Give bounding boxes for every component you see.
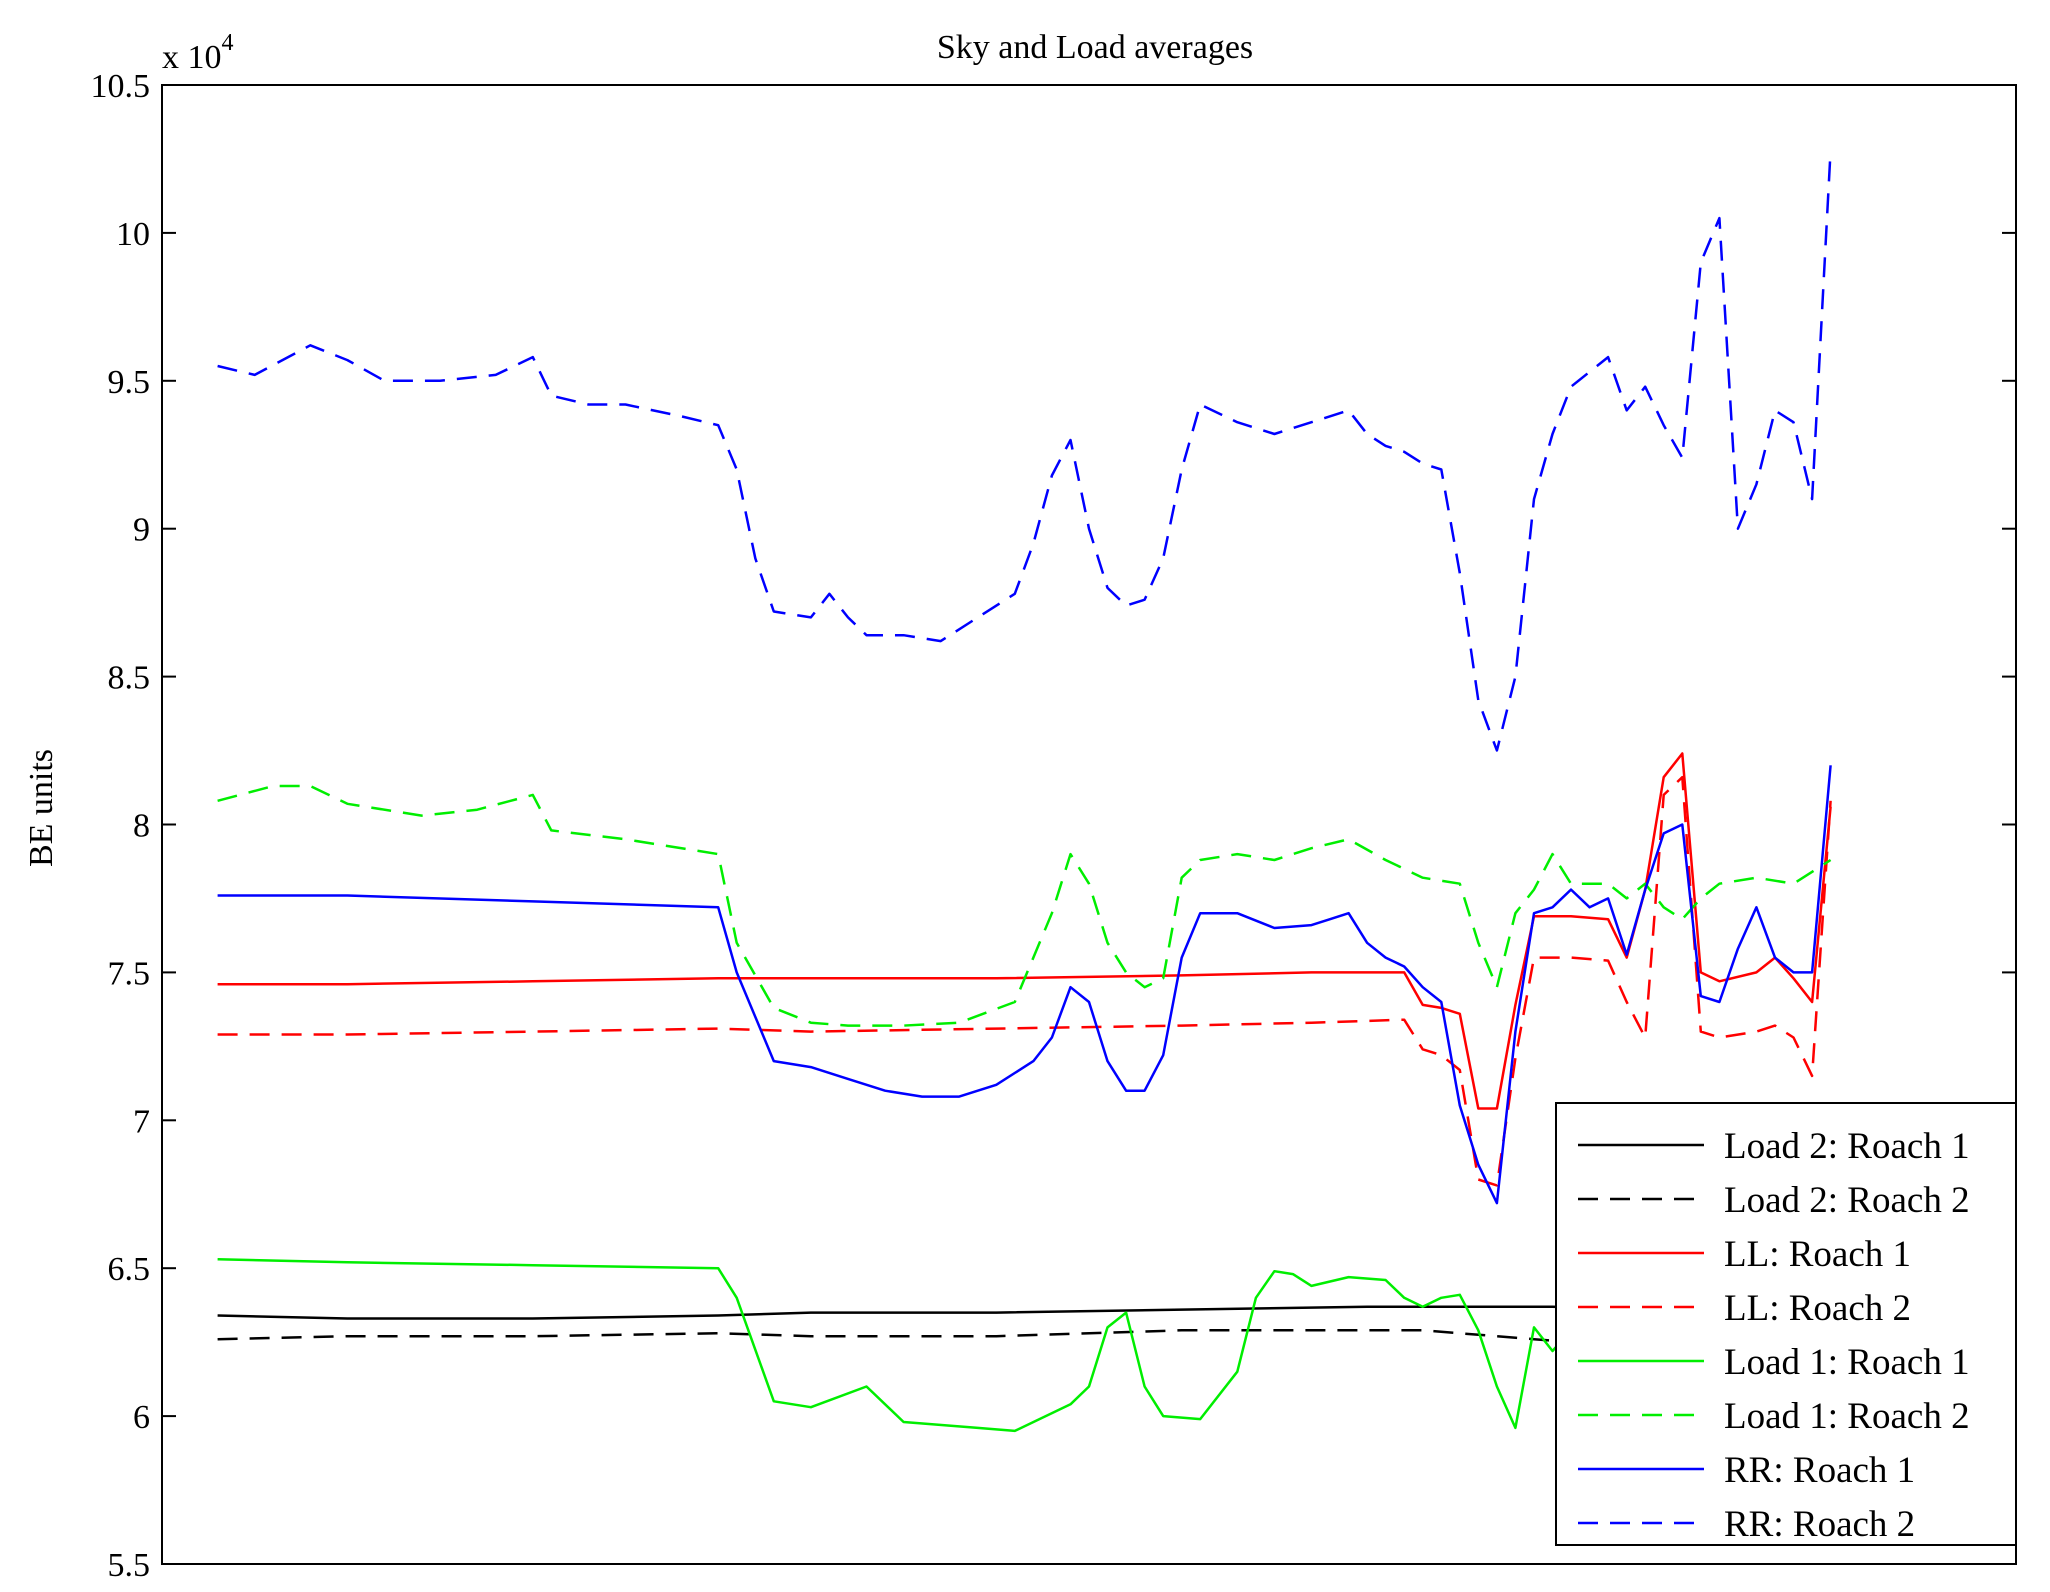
y-tick-label: 6: [133, 1399, 150, 1436]
y-tick-label: 9: [133, 512, 150, 549]
y-axis-label: BE units: [23, 749, 60, 867]
legend-label-7: RR: Roach 1: [1724, 1450, 1915, 1491]
legend-label-3: LL: Roach 1: [1724, 1234, 1911, 1275]
y-multiplier: x 104: [162, 30, 234, 76]
legend: Load 2: Roach 1 Load 2: Roach 2 LL: Roach …: [1555, 1102, 2017, 1546]
y-tick-label: 8: [133, 808, 150, 845]
y-tick-label: 7.5: [108, 955, 151, 992]
series-line-6: [217, 784, 1832, 1027]
legend-label-6: Load 1: Roach 2: [1724, 1396, 1970, 1437]
y-tick-label: 8.5: [108, 660, 151, 697]
legend-label-1: Load 2: Roach 1: [1724, 1126, 1970, 1167]
legend-label-2: Load 2: Roach 2: [1724, 1180, 1970, 1221]
y-tick-label: 10.5: [91, 68, 151, 105]
series-line-7: [217, 765, 1832, 1205]
legend-label-5: Load 1: Roach 1: [1724, 1342, 1970, 1383]
y-tick-label: 6.5: [108, 1251, 151, 1288]
y-tick-label: 5.5: [108, 1547, 151, 1584]
legend-label-8: RR: Roach 2: [1724, 1504, 1915, 1545]
series-group: [217, 150, 1832, 1433]
series-line-3: [217, 752, 1832, 1110]
y-tick-label: 9.5: [108, 364, 151, 401]
y-tick-label: 10: [116, 216, 150, 253]
series-line-5: [217, 1258, 1628, 1433]
legend-box: [1555, 1102, 2017, 1546]
chart-title: Sky and Load averages: [937, 29, 1253, 66]
y-multiplier-exponent: 4: [222, 30, 234, 56]
y-tick-label: 7: [133, 1103, 150, 1140]
series-line-4: [217, 775, 1832, 1187]
y-axis-ticks: 5.5 6 6.5 7 7.5 8 8.5 9 9.5 10 10.5: [91, 68, 2016, 1584]
legend-label-4: LL: Roach 2: [1724, 1288, 1911, 1329]
